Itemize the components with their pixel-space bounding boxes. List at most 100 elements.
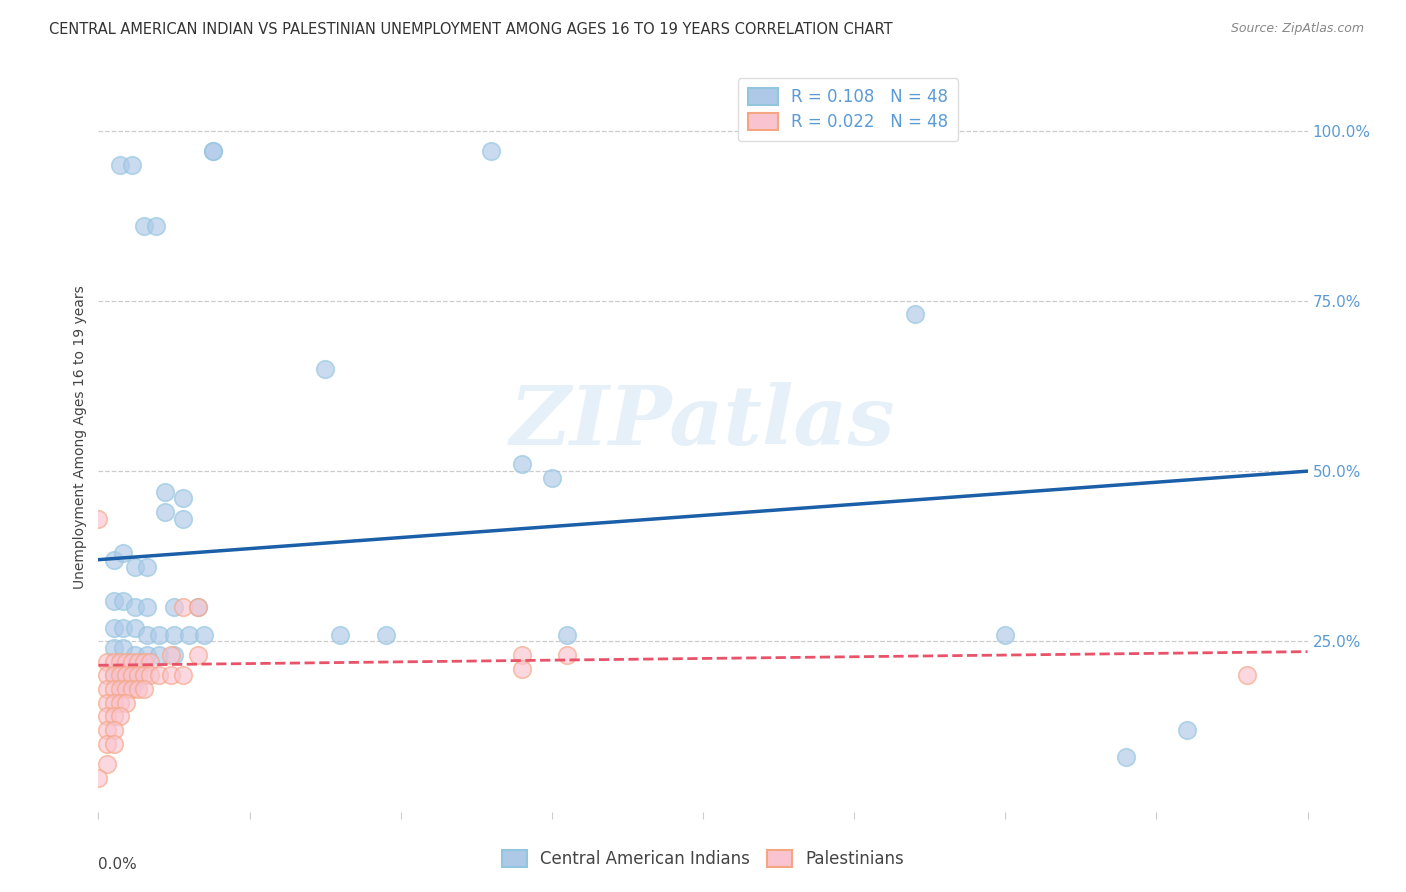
Point — [139, 655, 162, 669]
Point — [148, 668, 170, 682]
Point — [108, 655, 131, 669]
Point — [124, 559, 146, 574]
Point — [163, 648, 186, 662]
Point — [510, 648, 533, 662]
Point — [111, 593, 134, 607]
Point — [163, 627, 186, 641]
Point — [114, 655, 136, 669]
Point — [121, 682, 143, 697]
Point — [114, 668, 136, 682]
Point — [103, 641, 125, 656]
Text: CENTRAL AMERICAN INDIAN VS PALESTINIAN UNEMPLOYMENT AMONG AGES 16 TO 19 YEARS CO: CENTRAL AMERICAN INDIAN VS PALESTINIAN U… — [49, 22, 893, 37]
Point — [187, 600, 209, 615]
Point — [103, 709, 125, 723]
Point — [510, 662, 533, 676]
Point — [103, 655, 125, 669]
Point — [124, 621, 146, 635]
Point — [111, 621, 134, 635]
Point — [148, 648, 170, 662]
Point — [127, 682, 149, 697]
Point — [87, 771, 110, 785]
Point — [314, 362, 336, 376]
Point — [111, 675, 134, 690]
Point — [124, 675, 146, 690]
Point — [103, 737, 125, 751]
Point — [114, 696, 136, 710]
Legend: R = 0.108   N = 48, R = 0.022   N = 48: R = 0.108 N = 48, R = 0.022 N = 48 — [738, 78, 959, 141]
Point — [103, 682, 125, 697]
Point — [540, 471, 562, 485]
Point — [96, 682, 118, 697]
Point — [153, 484, 176, 499]
Legend: Central American Indians, Palestinians: Central American Indians, Palestinians — [495, 843, 911, 875]
Point — [904, 308, 927, 322]
Point — [103, 621, 125, 635]
Point — [163, 600, 186, 615]
Point — [329, 627, 352, 641]
Point — [135, 627, 157, 641]
Point — [160, 668, 183, 682]
Point — [108, 158, 131, 172]
Point — [132, 219, 155, 233]
Point — [103, 696, 125, 710]
Point — [187, 648, 209, 662]
Point — [132, 682, 155, 697]
Point — [179, 627, 201, 641]
Point — [160, 648, 183, 662]
Point — [555, 627, 578, 641]
Point — [103, 593, 125, 607]
Point — [121, 158, 143, 172]
Point — [1115, 750, 1137, 764]
Point — [96, 723, 118, 737]
Point — [108, 709, 131, 723]
Point — [96, 757, 118, 772]
Point — [193, 627, 215, 641]
Point — [172, 491, 194, 506]
Point — [374, 627, 396, 641]
Text: 0.0%: 0.0% — [98, 856, 138, 871]
Point — [1175, 723, 1198, 737]
Point — [124, 648, 146, 662]
Point — [994, 627, 1017, 641]
Point — [103, 668, 125, 682]
Point — [96, 655, 118, 669]
Point — [135, 600, 157, 615]
Point — [555, 648, 578, 662]
Point — [510, 458, 533, 472]
Point — [103, 552, 125, 566]
Point — [108, 668, 131, 682]
Point — [96, 709, 118, 723]
Point — [135, 648, 157, 662]
Point — [153, 505, 176, 519]
Point — [202, 144, 225, 158]
Point — [145, 219, 167, 233]
Point — [108, 682, 131, 697]
Point — [111, 546, 134, 560]
Point — [114, 682, 136, 697]
Point — [1236, 668, 1258, 682]
Point — [148, 627, 170, 641]
Point — [127, 668, 149, 682]
Point — [96, 668, 118, 682]
Point — [132, 668, 155, 682]
Point — [127, 655, 149, 669]
Point — [172, 512, 194, 526]
Point — [108, 696, 131, 710]
Point — [202, 144, 225, 158]
Point — [87, 512, 110, 526]
Point — [121, 668, 143, 682]
Text: ZIPatlas: ZIPatlas — [510, 382, 896, 462]
Point — [121, 655, 143, 669]
Point — [172, 600, 194, 615]
Point — [135, 559, 157, 574]
Point — [103, 723, 125, 737]
Point — [132, 655, 155, 669]
Y-axis label: Unemployment Among Ages 16 to 19 years: Unemployment Among Ages 16 to 19 years — [73, 285, 87, 589]
Point — [111, 641, 134, 656]
Point — [96, 737, 118, 751]
Point — [481, 144, 503, 158]
Point — [187, 600, 209, 615]
Point — [139, 668, 162, 682]
Point — [172, 668, 194, 682]
Point — [103, 668, 125, 682]
